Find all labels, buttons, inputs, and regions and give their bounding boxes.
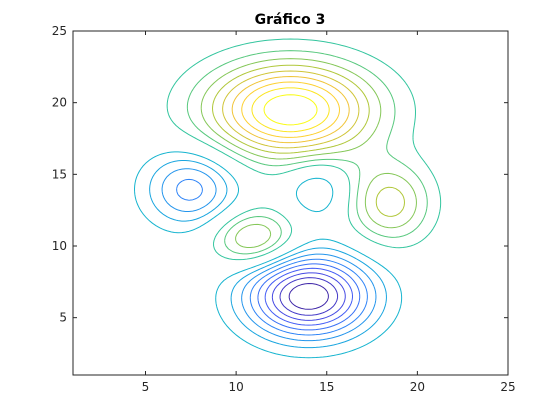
contour-level-5 — [176, 178, 368, 336]
contour-level-9 — [166, 38, 442, 261]
contour-lines — [134, 38, 442, 359]
x-tick-label: 15 — [319, 380, 334, 394]
contour-level-2 — [271, 272, 346, 321]
y-tick-label: 20 — [52, 96, 67, 110]
y-tick-label: 10 — [52, 239, 67, 253]
contour-level-11 — [200, 58, 417, 249]
x-tick-label: 10 — [228, 380, 243, 394]
x-tick-label: 25 — [500, 380, 515, 394]
axes-box — [72, 30, 509, 376]
contour-level-4 — [257, 263, 361, 331]
contour-level-15 — [241, 81, 340, 138]
y-tick-label: 25 — [52, 24, 67, 38]
contour-level-7 — [149, 159, 387, 349]
contour-level-16 — [251, 87, 330, 133]
contour-level-1 — [279, 277, 339, 316]
contour-level-10 — [186, 50, 428, 255]
y-tick-label: 15 — [52, 167, 67, 181]
axis-ticks: 5 10 15 20 25 5 10 15 20 25 — [52, 24, 516, 394]
contour-level-6 — [161, 168, 377, 342]
contour-level-12 — [212, 64, 405, 217]
y-tick-label: 5 — [59, 311, 67, 325]
contour-level-3 — [264, 267, 353, 326]
contour-level-17 — [263, 94, 318, 126]
contour-level-0 — [288, 283, 329, 310]
contour-level-13 — [222, 70, 360, 149]
x-tick-label: 5 — [142, 380, 150, 394]
x-tick-label: 20 — [410, 380, 425, 394]
contour-level-8 — [134, 151, 403, 359]
contour-level-14 — [231, 76, 350, 144]
chart-title: Gráfico 3 — [255, 12, 326, 28]
